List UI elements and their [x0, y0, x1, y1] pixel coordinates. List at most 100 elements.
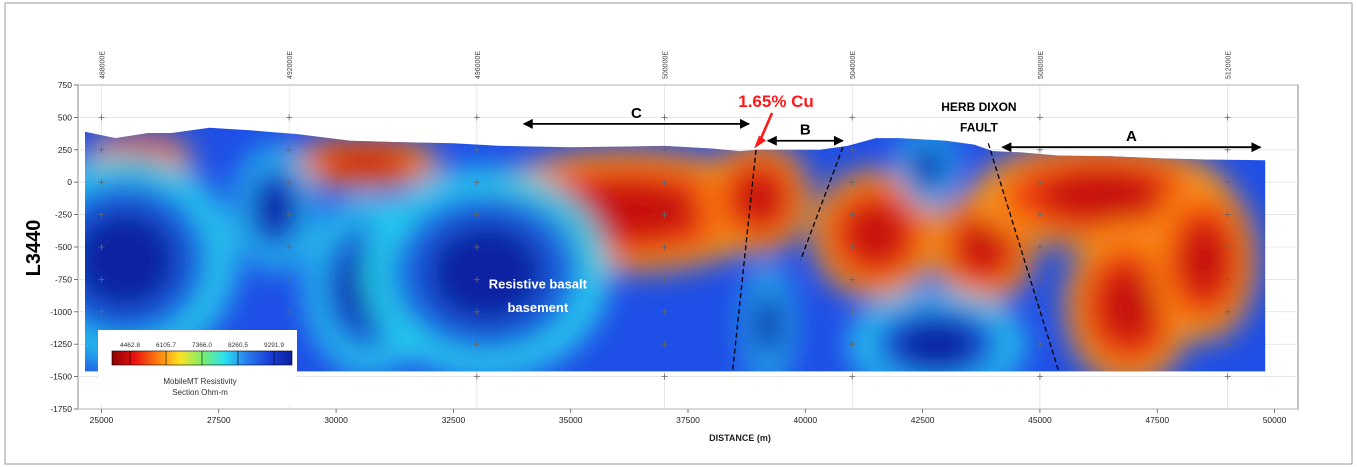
colorbar: 4462.8 6105.7 7366.0 8260.5 9291.9 MobileMT …: [98, 330, 297, 405]
y-tick-label: 500: [58, 112, 72, 122]
cu-callout-label: 1.65% Cu: [738, 92, 814, 111]
y-tick-label: -750: [55, 274, 72, 284]
grid-cross: [1224, 114, 1231, 121]
conductive-zone: [811, 169, 941, 299]
fault-line: [800, 146, 844, 261]
grid-cross: [98, 146, 105, 153]
grid-cross: [1224, 211, 1231, 218]
colorbar-value-label: 8260.5: [228, 342, 248, 349]
grid-cross: [1224, 373, 1231, 380]
annotation-basalt-1: Resistive basalt: [489, 276, 588, 291]
grid-cross: [849, 244, 856, 250]
y-tick-label: 750: [58, 80, 72, 90]
grid-cross: [1036, 211, 1043, 218]
x-axis-label: DISTANCE (m): [709, 433, 771, 443]
grid-cross: [286, 114, 293, 121]
grid-cross: [286, 276, 293, 283]
grid-cross: [1224, 276, 1231, 283]
grid-cross: [1036, 244, 1043, 250]
grid-cross: [1036, 276, 1043, 283]
colorbar-value-label: 9291.9: [264, 342, 284, 349]
easting-label: 492000E: [287, 51, 294, 79]
easting-label: 508000E: [1038, 51, 1045, 79]
colorbar-value-label: 7366.0: [192, 342, 212, 349]
grid-cross: [661, 244, 668, 250]
fault-line: [731, 149, 757, 372]
resistive-zone: [234, 146, 317, 270]
y-tick-label: -1000: [50, 307, 72, 317]
grid-cross: [661, 179, 668, 186]
grid-cross: [1224, 244, 1231, 250]
easting-labels: 488000E 492000E 496000E 500000E 504000E 50800…: [99, 51, 1232, 79]
resistive-zone: [848, 290, 1025, 372]
colorbar-value-label: 4462.8: [120, 342, 140, 349]
grid-cross: [98, 211, 105, 218]
x-tick-label: 40000: [793, 415, 817, 425]
y-tick-label: 0: [67, 177, 72, 187]
zone-label-b: B: [800, 122, 811, 139]
conductive-zone: [1151, 178, 1257, 341]
grid-cross: [1036, 373, 1043, 380]
resistive-zone: [85, 154, 237, 366]
x-tick-label: 27500: [207, 415, 231, 425]
grid-cross: [98, 308, 105, 315]
grid-cross: [1224, 341, 1231, 348]
zone-arrows: C B A 1.65% Cu: [522, 92, 1262, 153]
easting-label: 496000E: [475, 51, 482, 79]
colorbar-panel: [98, 330, 297, 405]
y-tick-label: -1750: [50, 404, 72, 414]
zone-label-c: C: [631, 105, 642, 122]
x-tick-label: 30000: [324, 415, 348, 425]
grid-cross: [1036, 179, 1043, 186]
conductive-zone: [705, 141, 812, 255]
grid-cross: [849, 146, 856, 153]
easting-label: 504000E: [850, 51, 857, 79]
y-tick-label: 250: [58, 145, 72, 155]
y-tick-label: -1500: [50, 372, 72, 382]
grid-cross: [1224, 179, 1231, 186]
resistive-zone: [363, 167, 610, 372]
resistive-zone: [897, 127, 957, 208]
y-tick-label: -500: [55, 242, 72, 252]
grid-cross: [286, 146, 293, 153]
grid-cross: [98, 244, 105, 250]
x-tick-label: 25000: [90, 415, 114, 425]
grid-cross: [473, 179, 480, 186]
grid-cross: [1224, 308, 1231, 315]
grid-cross: [473, 341, 480, 348]
grid-cross: [286, 244, 293, 250]
grid-cross: [661, 211, 668, 218]
annotation-fault-2: FAULT: [960, 121, 998, 135]
grid-cross: [98, 276, 105, 283]
conductive-zone: [287, 136, 441, 189]
annotation-basalt-2: basement: [507, 300, 568, 315]
colorbar-title-line2: Section Ohm-m: [172, 388, 228, 397]
easting-label: 488000E: [99, 51, 106, 79]
y-axis-label: L3440: [23, 220, 45, 277]
x-tick-label: 50000: [1263, 415, 1287, 425]
grid-cross: [1036, 341, 1043, 348]
easting-label: 500000E: [663, 51, 670, 79]
axes: 750 500 250 0 -250 -500 -750 -1000 -1250 -1500 -17…: [50, 80, 1286, 425]
grid-cross: [849, 211, 856, 218]
grid-cross: [473, 211, 480, 218]
grid-cross: [286, 211, 293, 218]
grid-cross: [473, 244, 480, 250]
annotation-fault-1: HERB DIXON: [941, 100, 1016, 114]
x-tick-label: 42500: [911, 415, 935, 425]
x-tick-label: 47500: [1145, 415, 1169, 425]
x-tick-label: 35000: [559, 415, 583, 425]
grid-cross: [661, 308, 668, 315]
grid-cross: [849, 341, 856, 348]
x-tick-label: 45000: [1028, 415, 1052, 425]
grid-cross: [473, 146, 480, 153]
x-tick-label: 37500: [676, 415, 700, 425]
y-tick-label: -250: [55, 210, 72, 220]
grid-cross: [286, 179, 293, 186]
cu-callout-arrow: [758, 112, 774, 142]
x-tick-label: 32500: [442, 415, 466, 425]
zone-label-a: A: [1126, 128, 1137, 145]
grid-cross: [849, 373, 856, 380]
grid-cross: [286, 308, 293, 315]
annotations: Resistive basalt basement HERB DIXON FAULT: [489, 100, 1017, 315]
